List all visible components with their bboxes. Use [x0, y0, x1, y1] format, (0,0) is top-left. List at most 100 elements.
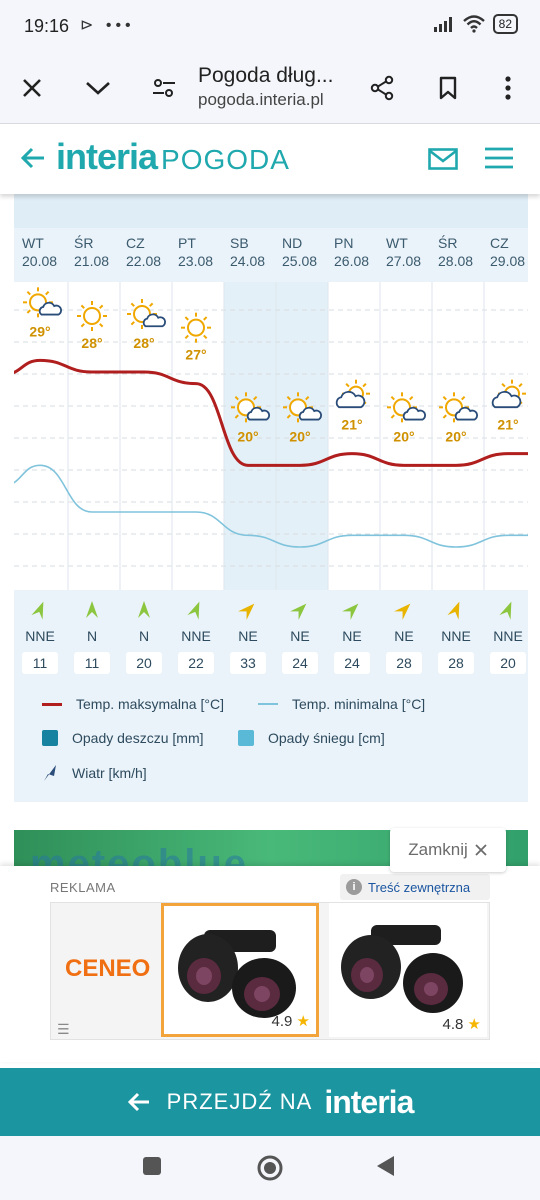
day-header: CZ 29.08: [490, 234, 528, 270]
home-button[interactable]: [256, 1154, 284, 1187]
ad-menu-icon[interactable]: ☰: [57, 1021, 70, 1037]
day-name: WT: [386, 235, 408, 251]
share-icon: [370, 75, 394, 101]
legend-min-label: Temp. minimalna [°C]: [292, 696, 426, 712]
collapse-button[interactable]: [80, 70, 116, 106]
system-nav-bar: [0, 1136, 540, 1200]
site-settings-button[interactable]: [146, 70, 182, 106]
product-rating: 4.9 ★: [271, 1013, 310, 1030]
legend-wind-label: Wiatr [km/h]: [72, 765, 147, 781]
day-date: 28.08: [438, 253, 474, 269]
wind-speed: 28: [386, 652, 422, 674]
wind-speed: 11: [22, 652, 58, 674]
day-header: PN 26.08: [334, 234, 386, 270]
back-nav-button[interactable]: [374, 1154, 396, 1183]
menu-button[interactable]: [484, 146, 514, 175]
wind-arrow-icon: [86, 601, 98, 618]
wind-cell: NE 28: [378, 590, 430, 676]
legend-rain-label: Opady deszczu [mm]: [72, 730, 204, 746]
close-ad-button[interactable]: Zamknij: [390, 828, 506, 872]
day-date: 24.08: [230, 253, 266, 269]
wind-cell: NE 33: [222, 590, 274, 676]
min-temp-line: [14, 464, 528, 548]
wind-arrow-icon: [290, 603, 307, 620]
hamburger-icon: [485, 147, 513, 169]
more-options-button[interactable]: [490, 70, 526, 106]
temperature-chart: 29° 28° 28° 27° 20° 20° 21° 20° 20° 21°: [14, 282, 528, 590]
ad-box[interactable]: CENEO ☰ 4.9 ★ 4: [50, 902, 490, 1040]
wind-speed: 20: [126, 652, 162, 674]
wind-direction: N: [138, 628, 150, 644]
legend-min-swatch: [258, 703, 278, 705]
binoculars-image: [178, 930, 296, 1018]
wind-direction: NE: [394, 628, 414, 644]
back-button[interactable]: [20, 146, 46, 175]
wind-speed: 24: [282, 652, 318, 674]
wind-arrow-icon: [187, 601, 200, 620]
status-bar: 19:16 ⊳ ••• 82: [0, 0, 540, 52]
share-button[interactable]: [364, 70, 400, 106]
wind-cell: NNE 20: [482, 590, 528, 676]
circle-icon: [257, 1155, 283, 1181]
battery-icon: 82: [492, 14, 518, 34]
cloud-sun-icon: [491, 379, 526, 409]
legend-rain-swatch: [42, 730, 58, 746]
legend-max-swatch: [42, 702, 62, 706]
legend-max: Temp. maksymalna [°C]: [42, 696, 224, 712]
browser-toolbar: Pogoda dług... pogoda.interia.pl: [0, 52, 540, 124]
ad-panel: REKLAMA i Treść zewnętrzna CENEO ☰ 4.9 ★: [0, 866, 540, 1062]
product-card[interactable]: 4.9 ★: [161, 903, 319, 1037]
forecast-top-strip: [14, 194, 528, 228]
legend-rain: Opady deszczu [mm]: [42, 730, 204, 746]
star-icon: ★: [296, 1013, 310, 1030]
temperature-chart-svg: 29° 28° 28° 27° 20° 20° 21° 20° 20° 21°: [14, 282, 528, 590]
product-card[interactable]: 4.8 ★: [329, 903, 487, 1037]
max-temp-label: 20°: [289, 428, 310, 444]
legend-snow-label: Opady śniegu [cm]: [268, 730, 385, 746]
cta-brand: interia: [324, 1083, 414, 1120]
day-header: WT 20.08: [22, 234, 74, 270]
wind-cell: NNE 11: [14, 590, 66, 676]
day-header: ND 25.08: [282, 234, 334, 270]
square-icon: [143, 1157, 161, 1175]
max-temp-label: 28°: [133, 335, 154, 351]
day-name: ŚR: [438, 235, 458, 251]
chart-legend: Temp. maksymalna [°C] Temp. minimalna [°…: [14, 684, 528, 802]
max-temp-line: [14, 358, 528, 467]
ad-info-button[interactable]: i Treść zewnętrzna: [340, 874, 490, 900]
wind-direction: NE: [238, 628, 258, 644]
info-icon: i: [346, 879, 362, 895]
day-date: 29.08: [490, 253, 526, 269]
max-temp-label: 20°: [445, 428, 466, 444]
wifi-icon: [462, 15, 485, 33]
product-rating: 4.8 ★: [442, 1016, 481, 1033]
max-temp-label: 29°: [29, 323, 50, 339]
recents-button[interactable]: [140, 1154, 164, 1183]
day-date: 22.08: [126, 253, 162, 269]
tune-icon: [153, 79, 175, 97]
star-icon: ★: [467, 1016, 481, 1033]
max-temp-label: 20°: [237, 428, 258, 444]
mail-button[interactable]: [428, 148, 458, 175]
go-to-interia-button[interactable]: PRZEJDŹ NA interia: [0, 1068, 540, 1136]
close-tab-button[interactable]: [14, 70, 50, 106]
interia-pogoda-logo[interactable]: interia POGODA: [56, 136, 290, 178]
logo-brand: interia: [56, 136, 158, 177]
page-title-block[interactable]: Pogoda dług... pogoda.interia.pl: [198, 64, 358, 110]
bookmark-button[interactable]: [430, 70, 466, 106]
logo-section: POGODA: [161, 144, 290, 175]
max-temp-label: 20°: [393, 428, 414, 444]
max-temp-label: 21°: [341, 417, 362, 433]
cloud-sun-icon: [335, 379, 370, 409]
day-header: SB 24.08: [230, 234, 282, 270]
day-header: CZ 22.08: [126, 234, 178, 270]
close-icon: [23, 79, 41, 97]
sun-cloud-icon: [23, 287, 63, 318]
max-temp-label: 28°: [81, 335, 102, 351]
wind-speed: 33: [230, 652, 266, 674]
sun-icon: [181, 312, 211, 343]
sun-cloud-icon: [127, 299, 167, 329]
wind-cell: NE 24: [274, 590, 326, 676]
legend-min: Temp. minimalna [°C]: [258, 696, 425, 712]
wind-arrow-icon: [138, 601, 150, 618]
